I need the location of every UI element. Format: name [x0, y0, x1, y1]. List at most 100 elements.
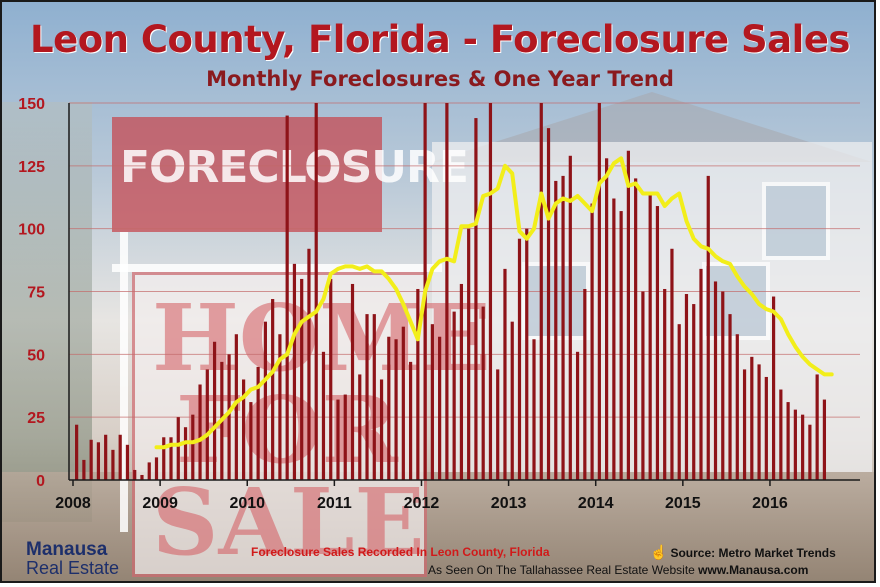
bar	[125, 444, 130, 480]
bar	[198, 384, 202, 480]
bar	[590, 203, 594, 481]
bar	[561, 175, 565, 481]
bar	[249, 402, 253, 480]
bar	[358, 374, 362, 480]
logo-tagline: Real Estate	[26, 558, 120, 578]
bar	[350, 283, 355, 480]
x-tick-label: 2015	[665, 495, 701, 512]
y-tick-label: 0	[36, 473, 45, 490]
bar	[634, 178, 638, 480]
bar	[713, 281, 718, 480]
bar	[641, 291, 645, 480]
bar	[336, 399, 340, 480]
bar	[162, 437, 166, 480]
bar	[706, 175, 710, 481]
bar	[430, 324, 434, 480]
x-tick-label: 2009	[142, 495, 178, 512]
bar	[815, 374, 819, 480]
y-tick-label: 25	[27, 410, 45, 427]
logo-name: Manausa	[26, 539, 108, 560]
x-tick-label: 2013	[491, 495, 527, 512]
bar	[692, 304, 696, 480]
y-tick-label: 125	[18, 159, 45, 176]
x-tick-label: 2014	[578, 495, 614, 512]
bar	[510, 321, 514, 480]
bar	[539, 103, 543, 480]
x-tick-label: 2012	[404, 495, 440, 512]
trend-line	[154, 156, 834, 450]
bar	[445, 103, 449, 480]
bar	[278, 334, 282, 480]
bar	[575, 351, 580, 480]
x-tick-label: 2010	[229, 495, 265, 512]
background-foreclosure-sign	[112, 117, 382, 232]
x-tick-label: 2008	[55, 495, 91, 512]
bar	[154, 457, 159, 480]
bar	[605, 158, 609, 480]
website-link[interactable]: www.Manausa.com	[698, 563, 809, 577]
bar	[82, 459, 86, 480]
bar	[612, 198, 616, 481]
x-tick-label: 2011	[317, 495, 352, 512]
bar	[757, 364, 761, 480]
y-tick-label: 150	[18, 96, 45, 113]
bar	[474, 118, 478, 480]
bar	[256, 366, 260, 480]
bar	[416, 288, 420, 480]
bar	[583, 288, 587, 480]
bar	[496, 369, 500, 480]
bar	[96, 442, 101, 480]
bar	[300, 278, 304, 480]
bar	[684, 294, 689, 480]
bar	[408, 361, 413, 480]
bar	[801, 414, 805, 480]
bar	[234, 334, 238, 480]
bar	[104, 434, 108, 480]
y-tick-label: 100	[18, 222, 45, 239]
bar	[793, 409, 797, 480]
background-window	[762, 182, 830, 260]
bar	[438, 336, 442, 480]
bar	[786, 402, 790, 480]
bar	[75, 424, 79, 480]
bar	[568, 155, 572, 480]
x-tick-label: 2016	[752, 495, 788, 512]
bar	[677, 324, 681, 480]
bar	[212, 341, 217, 480]
bar	[292, 263, 297, 480]
y-tick-label: 50	[27, 347, 45, 364]
bar	[314, 103, 318, 480]
bar	[742, 369, 747, 480]
bar	[554, 180, 558, 480]
bar	[488, 103, 493, 480]
footer-seen-on: As Seen On The Tallahassee Real Estate W…	[428, 563, 808, 577]
bar	[467, 228, 471, 480]
manausa-logo: Manausa Real Estate	[26, 540, 119, 577]
bar	[503, 268, 507, 480]
bar	[546, 128, 551, 480]
bar	[670, 248, 674, 480]
bar	[365, 314, 369, 480]
bar	[307, 248, 311, 480]
bar	[379, 379, 384, 480]
bar	[183, 427, 188, 480]
bar	[140, 474, 144, 480]
bar	[394, 339, 398, 480]
bar	[808, 424, 812, 480]
bar	[721, 291, 725, 480]
pointing-hand-icon: ☝	[650, 544, 668, 560]
bar	[401, 326, 405, 480]
bar	[169, 437, 173, 480]
bar	[191, 414, 195, 480]
sign-arm	[112, 264, 442, 272]
bar	[263, 321, 267, 480]
bar	[89, 439, 93, 480]
bar	[285, 115, 289, 481]
bar	[227, 354, 231, 480]
bar	[728, 314, 732, 480]
bar	[771, 296, 776, 480]
seen-on-text: As Seen On The Tallahassee Real Estate W…	[428, 563, 695, 577]
bar	[699, 268, 703, 480]
